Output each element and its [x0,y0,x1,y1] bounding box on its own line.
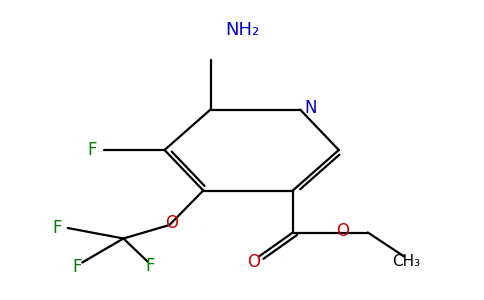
Text: N: N [304,99,317,117]
Text: F: F [73,258,82,276]
Text: CH₃: CH₃ [393,254,421,269]
Text: F: F [145,257,155,275]
Text: O: O [248,253,260,271]
Text: O: O [166,214,178,232]
Text: NH₂: NH₂ [225,21,259,39]
Text: F: F [87,141,97,159]
Text: F: F [52,219,62,237]
Text: O: O [336,222,349,240]
